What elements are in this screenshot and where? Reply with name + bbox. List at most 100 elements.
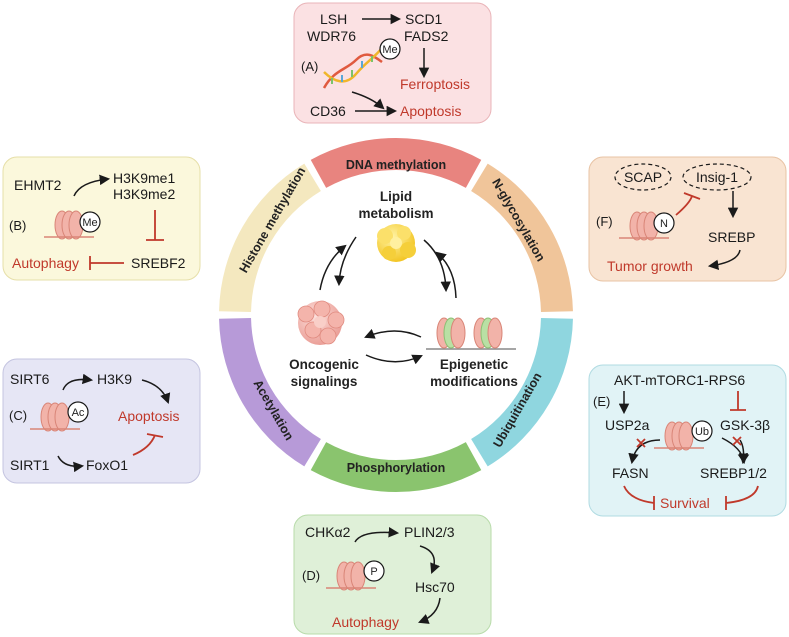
panel-f-label: (F) bbox=[596, 214, 613, 229]
inhibition-srebf2-to-autophagy bbox=[89, 256, 124, 270]
panel-e-fasn: FASN bbox=[612, 465, 649, 481]
panel-e-ub: Ub bbox=[695, 426, 709, 438]
panel-d-chka2: CHKα2 bbox=[305, 524, 351, 540]
panel-d-autophagy: Autophagy bbox=[332, 614, 399, 630]
panel-e-gsk: GSK-3β bbox=[720, 417, 770, 433]
arrow-sirt1-to-foxo1 bbox=[57, 455, 85, 473]
panel-f-n-glycosylation: SCAP Insig-1 (F) N SREBP Tumor growth bbox=[588, 156, 787, 282]
panel-a-scd1: SCD1 bbox=[405, 11, 443, 27]
arrow-srebp-to-tumor bbox=[707, 249, 741, 271]
panel-f-n: N bbox=[660, 218, 668, 230]
panel-c-acetylation: SIRT6 H3K9 (C) Ac Apoptosis SIRT1 FoxO1 bbox=[2, 358, 201, 484]
panel-f-insig: Insig-1 bbox=[696, 169, 738, 185]
panel-b-box bbox=[2, 156, 201, 281]
panel-c-label: (C) bbox=[9, 408, 27, 423]
arrow-oncogenic-to-epigenetic bbox=[365, 354, 423, 365]
panel-b-label: (B) bbox=[9, 218, 26, 233]
panel-a-label: (A) bbox=[301, 59, 318, 74]
panel-b-h3k9me2: H3K9me2 bbox=[113, 186, 175, 202]
arrow-ehmt2-to-h3k9me1 bbox=[73, 174, 111, 197]
ubiquitin-mark-icon bbox=[691, 420, 713, 442]
arrow-ub-to-srebp bbox=[721, 437, 749, 465]
ring-segment-ubiquitination bbox=[471, 318, 573, 467]
panel-c-sirt1: SIRT1 bbox=[10, 457, 50, 473]
arrow-sirt6-to-h3k9 bbox=[62, 373, 94, 391]
panel-c-box bbox=[2, 358, 201, 484]
arrow-epigenetic-to-oncogenic bbox=[364, 328, 422, 339]
panel-c-sirt6: SIRT6 bbox=[10, 371, 50, 387]
inhibition-srebp-to-survival bbox=[725, 485, 759, 510]
ring-segment-acetylation bbox=[219, 318, 321, 467]
arrow-methylation-to-apoptosis bbox=[351, 91, 385, 110]
oncogenic-label-line1: Oncogenic bbox=[289, 357, 359, 372]
oncogenic-label-line2: signalings bbox=[291, 374, 358, 389]
ring-segment-histone-methylation bbox=[219, 163, 321, 312]
dna-helix-icon bbox=[322, 47, 383, 89]
arrow-chka2-to-plin bbox=[354, 527, 400, 543]
block-mark-icon bbox=[732, 436, 742, 446]
panel-c-h3k9: H3K9 bbox=[97, 371, 132, 387]
arrow-h3k9-to-apoptosis bbox=[141, 379, 171, 404]
panel-a-apoptosis: Apoptosis bbox=[400, 103, 461, 119]
panel-a-lsh: LSH bbox=[320, 11, 347, 27]
panel-a-box bbox=[293, 2, 492, 124]
panel-c-ac: Ac bbox=[72, 407, 85, 419]
acetyl-mark-icon bbox=[67, 401, 89, 423]
panel-e-survival: Survival bbox=[660, 495, 710, 511]
arrow-hsc70-to-autophagy bbox=[418, 597, 441, 624]
panel-b-autophagy: Autophagy bbox=[12, 255, 79, 271]
ring-label-dna-methylation: DNA methylation bbox=[346, 158, 446, 172]
epigenetic-label-line2: modifications bbox=[430, 374, 518, 389]
methyl-mark-icon bbox=[79, 211, 101, 233]
panel-a-cd36: CD36 bbox=[310, 103, 346, 119]
scap-complex-outline bbox=[614, 163, 672, 191]
panel-c-apoptosis: Apoptosis bbox=[118, 408, 179, 424]
panel-b-srebf2: SREBF2 bbox=[131, 255, 186, 271]
panel-d-hsc70: Hsc70 bbox=[415, 579, 455, 595]
panel-a-me: Me bbox=[382, 44, 397, 56]
panel-d-phosphorylation: CHKα2 PLIN2/3 (D) P Hsc70 Autophagy bbox=[293, 514, 492, 635]
inhibition-h3k9-to-srebf2 bbox=[146, 210, 164, 241]
panel-f-tumor: Tumor growth bbox=[607, 258, 693, 274]
panel-a-ferroptosis: Ferroptosis bbox=[400, 76, 470, 92]
panel-e-akt: AKT-mTORC1-RPS6 bbox=[614, 372, 745, 388]
center-cycle: Lipid metabolism Oncogenic signalings bbox=[289, 189, 518, 389]
panel-e-label: (E) bbox=[593, 394, 610, 409]
panel-e-ubiquitination: AKT-mTORC1-RPS6 (E) USP2a Ub GSK-3β FASN… bbox=[588, 364, 787, 517]
panel-f-scap: SCAP bbox=[624, 169, 662, 185]
panel-e-usp2a: USP2a bbox=[605, 417, 650, 433]
panel-a-wdr76: WDR76 bbox=[307, 28, 356, 44]
panel-b-ehmt2: EHMT2 bbox=[14, 177, 62, 193]
panel-d-p: P bbox=[370, 566, 377, 578]
panel-d-label: (D) bbox=[302, 568, 320, 583]
arrow-oncogenic-to-lipid bbox=[319, 244, 347, 291]
arrow-plin-to-hsc70 bbox=[419, 545, 440, 574]
cancer-cell-cluster-icon bbox=[297, 300, 345, 345]
ring-segment-phosphorylation bbox=[310, 442, 482, 492]
panel-a-dna-methylation: LSH WDR76 SCD1 FADS2 (A) Me Ferroptosis … bbox=[293, 2, 492, 124]
epigenetic-label-line1: Epigenetic bbox=[440, 357, 509, 372]
panel-f-srebp: SREBP bbox=[708, 229, 755, 245]
arrow-epigenetic-to-lipid bbox=[435, 251, 457, 299]
lipid-droplet-icon bbox=[377, 224, 416, 262]
panel-b-histone-methylation: EHMT2 H3K9me1 H3K9me2 (B) Me Autophagy S… bbox=[2, 156, 201, 281]
panel-c-foxo1: FoxO1 bbox=[86, 457, 128, 473]
nucleosome-pair-icon bbox=[426, 317, 516, 350]
glycan-mark-icon bbox=[653, 212, 675, 234]
methyl-mark-icon bbox=[379, 38, 401, 60]
block-mark-icon bbox=[636, 438, 646, 448]
lipid-label-line1: Lipid bbox=[380, 189, 412, 204]
lipid-label-line2: metabolism bbox=[358, 206, 433, 221]
panel-e-srebp12: SREBP1/2 bbox=[700, 465, 767, 481]
arrow-lipid-to-epigenetic bbox=[423, 239, 451, 293]
arrow-usp2a-to-fasn bbox=[628, 439, 661, 465]
panel-a-fads2: FADS2 bbox=[404, 28, 449, 44]
insig-complex-outline bbox=[682, 163, 752, 191]
inhibition-akt-to-gsk bbox=[730, 391, 746, 411]
panel-d-box bbox=[293, 514, 492, 635]
inhibition-fasn-to-survival bbox=[623, 485, 655, 510]
inhibition-foxo1-to-apoptosis bbox=[132, 433, 164, 456]
ring-label-phosphorylation: Phosphorylation bbox=[347, 461, 446, 475]
